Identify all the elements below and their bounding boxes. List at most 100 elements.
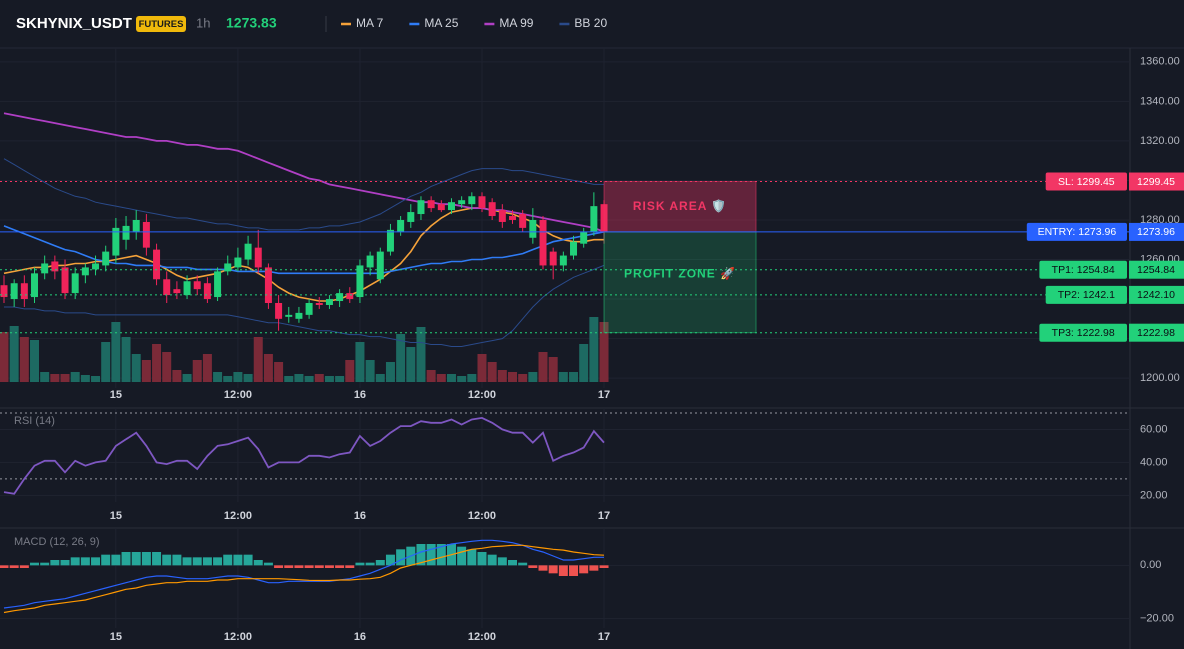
volume-bar [548,357,558,382]
candle-body [559,255,567,266]
candle-body [183,281,191,296]
candle-body [264,267,272,303]
volume-bar [345,360,355,382]
level-price-tag [1129,323,1184,342]
candle-body [458,200,466,205]
volume-bar [569,372,579,382]
macd-hist [233,554,243,566]
macd-hist [579,565,589,574]
y-tick-label: 20.00 [1140,489,1168,501]
volume-bar [263,354,273,382]
candle-body [305,303,313,315]
macd-hist [213,557,223,566]
volume-bar [314,374,324,382]
level-tag-label: TP3: 1222.98 [1052,327,1115,339]
volume-bar [253,337,263,382]
macd-hist [274,565,284,568]
volume-bar [182,374,192,382]
volume-bar [508,372,517,382]
candle-body [478,196,486,209]
badge: FUTURES [139,19,184,30]
candle-body [244,243,252,260]
volume-bar [558,372,568,382]
macd-hist [111,554,121,566]
y-tick-label: 1320.00 [1140,135,1180,147]
x-tick-label: 17 [598,631,610,643]
volume-bar [365,360,375,382]
legend-label: MA 7 [356,16,384,30]
candle-body [41,263,49,274]
candle-body [447,202,455,211]
level-tag [1039,323,1127,342]
volume-bar [213,372,223,382]
volume-bar [304,376,314,382]
candle-body [122,225,130,240]
volume-bar [121,337,131,382]
volume-bar [538,352,548,382]
macd-hist [324,565,334,568]
volume-bar [40,372,50,382]
macd-hist [172,554,182,566]
volume-bar [19,337,29,382]
macd-hist [528,565,538,568]
candle-body [488,202,496,217]
candle-body [325,299,333,305]
candle-body [254,247,262,268]
candle-body [51,261,59,272]
x-tick-label: 12:00 [224,510,252,522]
level-price-label: 1299.45 [1137,176,1175,188]
candle-body [376,251,384,280]
signal-line [3,544,605,614]
macd-hist [385,554,395,566]
macd-hist [487,554,497,566]
x-tick-label: 12:00 [468,631,496,643]
volume-bar [375,374,385,382]
macd-hist [558,565,568,576]
level-price-label: 1273.96 [1137,226,1175,238]
macd-hist [467,549,477,566]
macd-hist [314,565,324,568]
macd-hist [70,557,80,566]
volume-bar [91,376,101,382]
volume-bar [335,376,345,382]
macd-hist [538,565,548,571]
candle-body [468,196,476,205]
candle-body [346,293,354,300]
macd-hist [253,560,263,566]
candle-body [61,267,69,294]
candle-body [132,219,140,232]
candle-body [366,255,374,268]
candle-body [315,303,323,305]
candle-body [112,227,120,256]
volume-bar [518,374,528,382]
macd-hist [457,546,467,566]
level-tag [1045,285,1127,304]
macd-hist [396,549,406,566]
candle-body [193,281,201,290]
y-tick-label: 0.00 [1140,559,1161,571]
macd-hist [497,557,507,566]
volume-bar [589,317,599,382]
macd-hist [345,565,355,568]
level-price-label: 1254.84 [1137,264,1175,276]
candle-body [397,219,405,232]
macd-hist [101,554,111,566]
interval: 1h [196,15,210,30]
x-tick-label: 17 [598,389,610,401]
y-tick-label: 40.00 [1140,456,1168,468]
x-tick-label: 15 [110,510,122,522]
macd-hist [91,557,101,566]
volume-bar [131,354,141,382]
level-price-label: 1222.98 [1137,327,1175,339]
macd-hist [243,554,253,566]
volume-bar [355,342,365,382]
macd-hist [589,565,599,571]
volume-bar [457,376,467,382]
macd-hist [141,552,151,566]
legend-label: MA 25 [424,16,458,30]
macd-hist [182,557,192,566]
macd-hist [19,565,29,568]
x-tick-label: 16 [354,389,366,401]
macd-hist [80,557,90,566]
level-price-label: 1242.10 [1137,289,1175,301]
